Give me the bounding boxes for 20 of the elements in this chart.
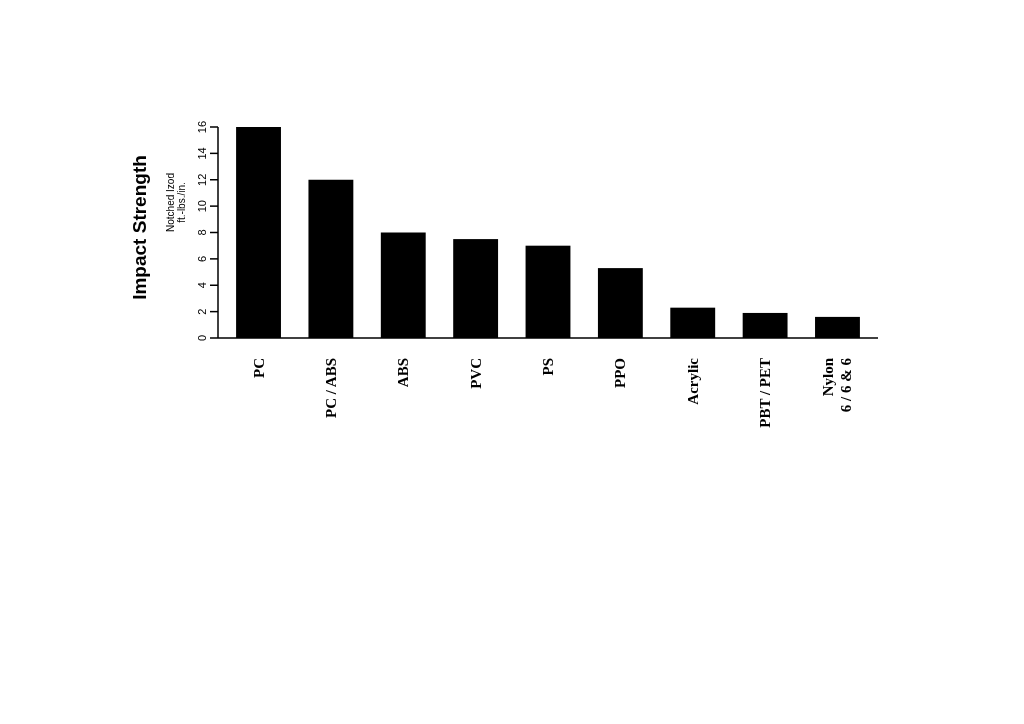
y-tick-label: 6 [196,255,208,262]
x-tick-label: ABS [395,358,412,388]
text: Notched Izod ft.-lbs./in. [165,173,187,232]
x-tick-label: Nylon 6 / 6 & 6 [820,357,855,413]
y-tick-label: 0 [196,334,208,342]
x-tick-label: PC / ABS [322,358,339,419]
x-tick-label: Acrylic [684,357,701,405]
y-tick-label: 8 [196,229,208,236]
x-tick-label: PC [250,358,267,378]
y-tick-label: 16 [196,120,208,134]
y-tick-label: 2 [196,308,208,315]
x-tick-label: PPO [612,358,629,388]
y-tick-label: 14 [196,147,208,160]
x-tick-label: PBT / PET [757,358,774,428]
y-tick-label: 4 [196,282,208,289]
y-axis-title: Impact Strength [129,155,150,300]
y-tick-label: 10 [196,200,208,213]
y-tick-label: 12 [196,173,208,186]
x-tick-label: PS [540,358,556,376]
x-tick-label: PVC [467,358,484,389]
